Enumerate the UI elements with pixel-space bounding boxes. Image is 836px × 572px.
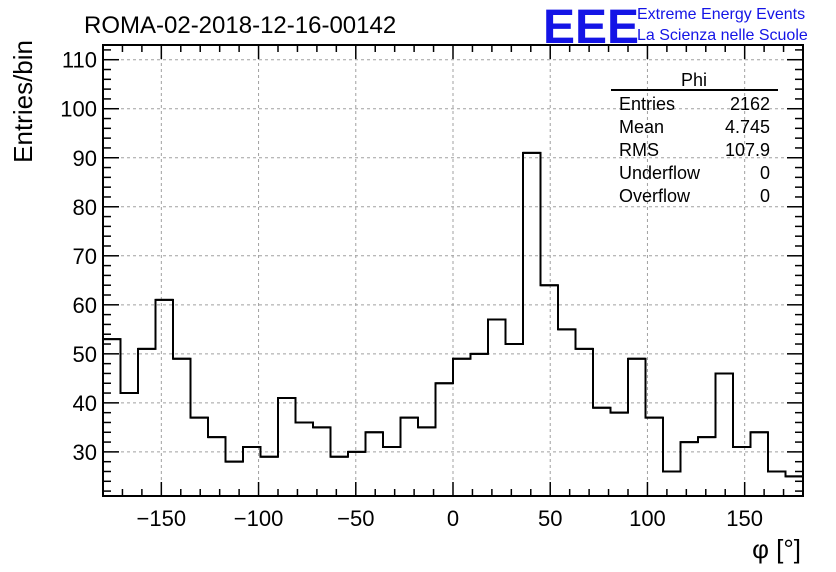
plot-frame (102, 44, 804, 497)
y-tick-label: 90 (73, 146, 97, 171)
logo-mark: EEE (543, 1, 639, 54)
y-axis-label: Entries/bin (8, 40, 38, 163)
logo-line-2: La Scienza nelle Scuole (637, 27, 808, 44)
stats-value: 107.9 (725, 140, 770, 160)
y-tick-labels: 30 40 50 60 70 80 90 100 110 (60, 48, 97, 465)
x-tick-label: 0 (447, 506, 459, 531)
y-tick-label: 80 (73, 195, 97, 220)
y-tick-label: 40 (73, 391, 97, 416)
x-tick-label: 50 (538, 506, 562, 531)
x-axis-label: φ [°] (752, 534, 801, 564)
x-tick-label: 100 (629, 506, 666, 531)
x-tick-label: −150 (137, 506, 187, 531)
y-tick-label: 60 (73, 293, 97, 318)
stats-box-title: Phi (681, 70, 707, 90)
y-tick-label: 100 (60, 97, 97, 122)
stats-box: Phi Entries 2162 Mean 4.745 RMS 107.9 Underflo… (611, 70, 778, 206)
chart-title: ROMA-02-2018-12-16-00142 (84, 12, 396, 39)
stats-label: Underflow (619, 163, 701, 183)
x-tick-label: 150 (726, 506, 763, 531)
x-tick-labels: −150 −100 −50 0 50 100 150 (137, 506, 763, 531)
y-tick-label: 70 (73, 244, 97, 269)
stats-label: RMS (619, 140, 659, 160)
stats-value: 0 (760, 163, 770, 183)
y-tick-label: 110 (62, 48, 97, 73)
y-tick-label: 30 (73, 440, 97, 465)
stats-label: Overflow (619, 186, 691, 206)
stats-value: 0 (760, 186, 770, 206)
x-tick-label: −100 (234, 506, 284, 531)
eee-logo: EEE Extreme Energy Events La Scienza nel… (543, 1, 808, 54)
axis-ticks (102, 45, 804, 496)
grid-lines (103, 45, 803, 496)
stats-label: Mean (619, 117, 664, 137)
logo-line-1: Extreme Energy Events (637, 6, 805, 23)
stats-value: 4.745 (725, 117, 770, 137)
histogram-line (103, 151, 804, 496)
y-tick-label: 50 (73, 342, 97, 367)
stats-value: 2162 (730, 94, 770, 114)
x-tick-label: −50 (337, 506, 374, 531)
stats-label: Entries (619, 94, 675, 114)
